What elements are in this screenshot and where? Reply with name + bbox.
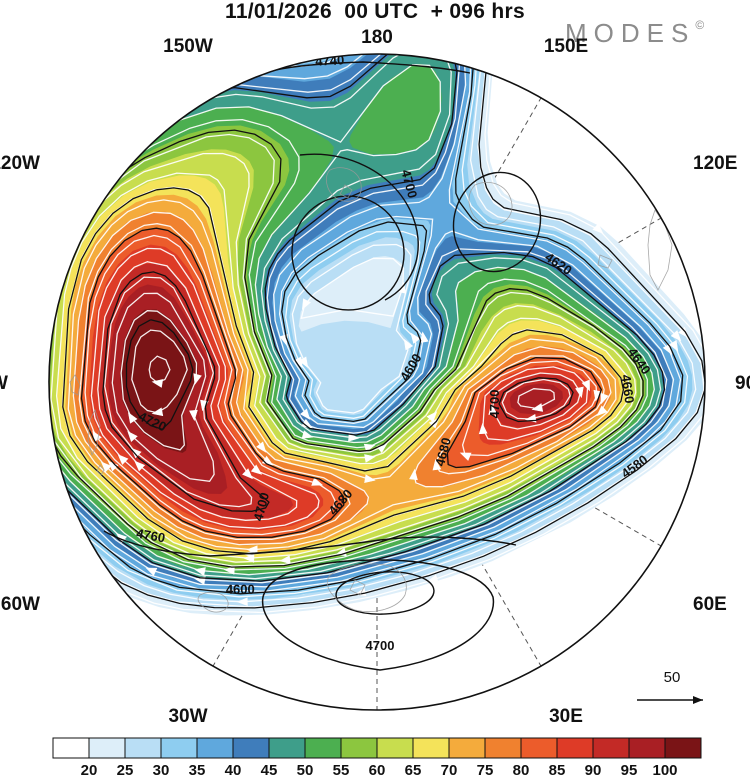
svg-text:95: 95: [621, 762, 638, 779]
svg-text:85: 85: [549, 762, 566, 779]
svg-text:45: 45: [261, 762, 278, 779]
svg-text:50: 50: [297, 762, 314, 779]
svg-text:50: 50: [664, 669, 681, 686]
svg-text:35: 35: [189, 762, 206, 779]
svg-text:90: 90: [585, 762, 602, 779]
svg-text:75: 75: [477, 762, 494, 779]
svg-text:60: 60: [369, 762, 386, 779]
svg-text:100: 100: [652, 762, 677, 779]
svg-text:65: 65: [405, 762, 422, 779]
svg-text:30: 30: [153, 762, 170, 779]
svg-text:55: 55: [333, 762, 350, 779]
svg-text:25: 25: [117, 762, 134, 779]
svg-text:80: 80: [513, 762, 530, 779]
svg-text:70: 70: [441, 762, 458, 779]
svg-text:40: 40: [225, 762, 242, 779]
svg-text:20: 20: [81, 762, 98, 779]
